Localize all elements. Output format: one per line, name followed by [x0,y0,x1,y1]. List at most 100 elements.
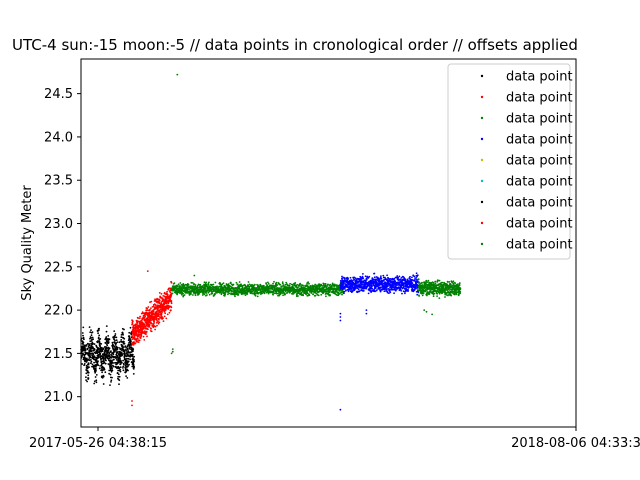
data-point-series-1 [99,338,102,340]
data-point-series-3 [292,293,295,295]
legend-label: data point [506,70,573,85]
data-point-series-1 [111,376,113,379]
data-point-series-1 [86,367,89,370]
data-point-series-9 [459,290,462,293]
data-point-series-9 [438,297,441,299]
data-point-series-4 [380,275,382,277]
data-point-series-9 [434,282,437,285]
data-point-series-3 [323,283,325,285]
data-point-series-1 [82,336,85,339]
data-point-series-1 [108,353,111,355]
data-point-series-1 [88,366,90,369]
data-point-series-1 [118,383,120,386]
data-point-series-2 [135,339,138,341]
data-point-series-1 [131,353,134,356]
data-point-series-3 [192,285,195,288]
data-point-series-1 [119,369,122,371]
data-point-series-1 [96,352,99,355]
data-point-series-1 [133,355,136,358]
y-tick-label: 21.0 [44,390,73,405]
data-point-series-3 [176,285,179,287]
data-point-series-1 [121,345,124,347]
data-point-series-2 [132,344,135,346]
data-point-series-1 [116,372,119,374]
x-tick-label: 2018-08-06 04:33:3 [511,436,640,451]
data-point-series-3 [223,295,226,297]
data-point-series-3 [308,294,311,296]
data-point-series-3 [327,283,329,286]
data-point-series-3 [194,284,197,286]
data-point-series-2 [157,322,160,325]
data-point-series-9 [432,282,435,284]
data-point-series-3 [305,293,307,296]
data-point-series-9 [444,296,446,298]
data-point-series-1 [122,369,125,372]
data-point-series-4 [386,274,388,277]
data-point-series-1 [99,365,101,367]
data-point-series-1 [85,376,87,379]
data-point-series-4 [373,276,376,279]
data-point-series-2 [150,319,153,322]
data-point-series-3 [277,288,280,291]
data-point-series-2 [150,327,152,330]
data-point-series-3 [312,293,315,296]
data-point-series-1 [109,359,112,361]
data-point-series-1 [124,361,127,364]
data-point-series-4 [375,280,378,282]
data-point-series-1 [101,376,104,379]
data-point-series-1 [86,380,88,383]
data-point-series-1 [107,341,110,343]
legend-marker [480,116,484,120]
data-point-series-2 [158,299,161,302]
data-point-series-4 [344,277,346,279]
data-point-series-3 [317,294,320,297]
data-point-series-2 [140,334,143,336]
data-point-series-3 [224,285,227,287]
data-point-series-1 [98,334,101,337]
data-point-series-3 [188,289,191,291]
data-point-series-4 [371,285,374,287]
y-axis-label: Sky Quality Meter [20,185,35,301]
data-point-series-2 [143,339,146,341]
data-point-series-3 [336,285,338,288]
data-point-series-3 [314,294,317,297]
data-point-series-9 [455,293,458,296]
data-point-series-4 [360,277,362,279]
data-point-outlier-series-2 [131,400,133,402]
data-point-series-3 [191,285,194,288]
data-point-series-1 [122,359,124,362]
data-point-series-3 [238,281,241,283]
data-point-series-1 [91,363,94,366]
data-point-outlier-series-3 [176,73,179,76]
data-point-series-9 [441,281,444,284]
data-point-series-2 [161,311,164,313]
data-point-series-3 [211,283,213,286]
data-point-series-1 [115,336,118,339]
data-point-series-9 [437,279,439,281]
data-point-series-1 [130,340,132,343]
data-point-series-1 [98,327,100,330]
data-point-series-9 [432,295,435,298]
data-point-series-2 [162,298,165,301]
data-point-series-1 [118,341,121,344]
data-point-series-1 [119,363,122,365]
data-point-series-1 [127,365,129,367]
data-point-series-3 [263,292,266,295]
data-point-series-9 [436,295,438,297]
data-point-series-2 [164,312,167,315]
data-point-series-3 [324,282,327,285]
data-point-series-4 [371,287,374,290]
data-point-series-4 [388,288,391,291]
data-point-series-4 [388,292,390,295]
data-point-series-2 [166,290,169,293]
data-point-outlier-series-4 [339,312,342,315]
data-point-series-1 [85,344,88,346]
data-point-series-1 [108,338,111,341]
data-point-series-3 [275,292,278,295]
data-point-series-3 [279,283,282,286]
data-point-series-1 [123,337,126,340]
data-point-series-1 [114,334,116,337]
legend-marker [480,179,484,183]
data-point-series-2 [166,300,169,303]
